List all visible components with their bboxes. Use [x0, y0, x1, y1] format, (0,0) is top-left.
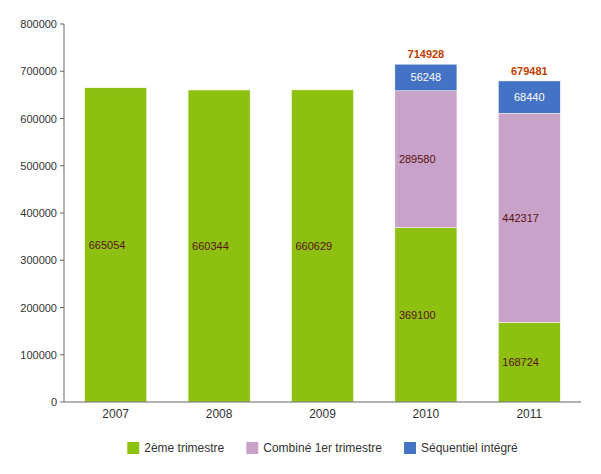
bar-segment	[498, 81, 560, 113]
legend-label: Séquentiel intégré	[421, 441, 518, 455]
y-tick-label: 300000	[20, 254, 57, 266]
data-labels: 665054 660344 660629 369100 168724 289580 4423…	[89, 71, 545, 368]
legend-swatch	[404, 442, 416, 454]
bar-segment	[85, 88, 147, 402]
bar-segment	[85, 87, 147, 88]
bar-segment	[188, 89, 250, 90]
legend-label: 2ème trimestre	[144, 441, 224, 455]
legend-swatch	[246, 442, 258, 454]
data-label: 289580	[399, 153, 436, 165]
x-tick-label: 2009	[309, 407, 336, 421]
bar-segment	[188, 90, 250, 402]
bar-segment	[291, 89, 353, 90]
y-tick-label: 400000	[20, 207, 57, 219]
x-tick-label: 2007	[102, 407, 129, 421]
y-tick	[60, 118, 64, 119]
data-label: 168724	[502, 356, 539, 368]
legend: 2ème trimestre Combiné 1er trimestre Séque…	[127, 441, 518, 455]
x-axis-line	[64, 402, 581, 403]
y-tick	[60, 354, 64, 355]
x-tick-label: 2010	[413, 407, 440, 421]
y-tick-label: 100000	[20, 349, 57, 361]
total-label: 679481	[511, 65, 548, 77]
y-tick-label: 200000	[20, 302, 57, 314]
y-tick	[60, 260, 64, 261]
data-label: 660344	[192, 240, 229, 252]
y-tick	[60, 24, 64, 25]
bar-segment	[498, 113, 560, 322]
data-label: 68440	[514, 91, 545, 103]
chart: 665054 660344 660629 369100 168724 289580 4423…	[0, 0, 601, 474]
x-tick-label: 2008	[206, 407, 233, 421]
y-tick-label: 700000	[20, 65, 57, 77]
legend-label: Combiné 1er trimestre	[263, 441, 382, 455]
bar-segment	[395, 64, 457, 91]
total-labels: 714928 679481	[408, 48, 548, 77]
y-tick	[60, 165, 64, 166]
bar-segment	[395, 228, 457, 402]
y-tick-label: 600000	[20, 113, 57, 125]
y-tick-label: 800000	[20, 18, 57, 30]
data-label: 369100	[399, 309, 436, 321]
legend-swatch	[127, 442, 139, 454]
y-tick-label: 500000	[20, 160, 57, 172]
x-tick-label: 2011	[516, 407, 542, 421]
y-tick	[60, 307, 64, 308]
bar-segment	[498, 322, 560, 402]
y-tick	[60, 213, 64, 214]
bar-segment	[291, 90, 353, 402]
bars	[85, 64, 561, 402]
bar-segment	[395, 91, 457, 228]
y-tick-label: 0	[51, 396, 57, 408]
total-label: 714928	[408, 48, 445, 60]
data-label: 660629	[295, 240, 332, 252]
axes: 0 100000 200000 300000 400000 500000 600000 700…	[20, 18, 581, 421]
bar-segment	[85, 87, 147, 88]
data-label: 665054	[89, 239, 126, 251]
bar-segment	[291, 89, 353, 90]
data-label: 56248	[411, 71, 442, 83]
y-tick	[60, 71, 64, 72]
data-label: 442317	[502, 212, 539, 224]
bar-segment	[188, 89, 250, 90]
y-tick	[60, 402, 64, 403]
